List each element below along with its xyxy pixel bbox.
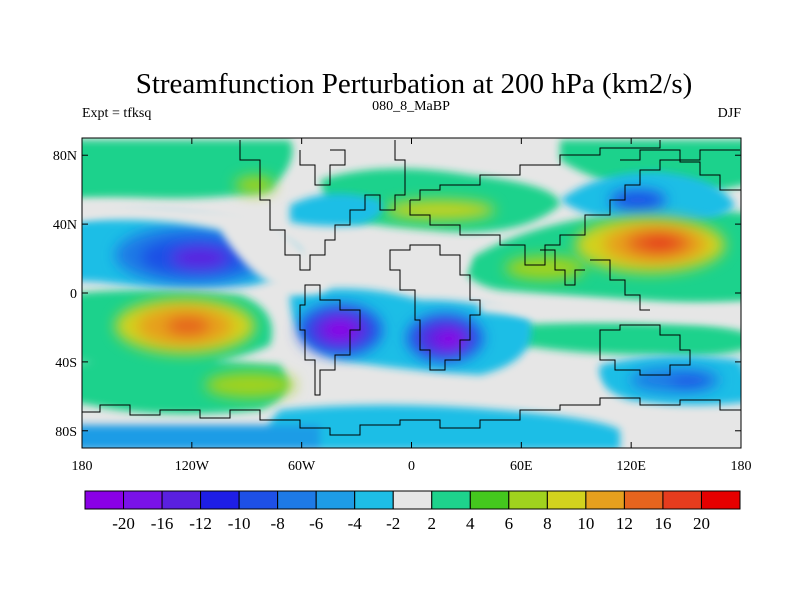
colorbar: -20 -16 -12 -10 -8 -6 -4 -2 2 4 6 8 10 12 16 20: [84, 490, 741, 533]
subtitle-center: 080_8_MaBP: [372, 99, 450, 114]
y-tick-label: 40S: [55, 356, 77, 371]
colorbar-swatch: [623, 490, 664, 510]
colorbar-swatch: [123, 490, 163, 510]
colorbar-label: 2: [428, 514, 437, 533]
field-shapes: [82, 140, 741, 448]
colorbar-label: 4: [466, 514, 475, 533]
y-tick-label: 40N: [53, 218, 77, 233]
colorbar-label: 20: [693, 514, 710, 533]
x-tick-label: 60E: [510, 459, 533, 474]
field-neutral-band-3: [480, 300, 741, 322]
colorbar-swatch: [546, 490, 587, 510]
field-patch-south-pacific-yellow: [205, 372, 295, 398]
coastline-australia: [599, 324, 691, 376]
colorbar-label: -6: [309, 514, 323, 533]
y-axis: 80N 40N 0 40S 80S: [53, 149, 741, 440]
colorbar-label: 6: [505, 514, 514, 533]
field-core-africa-3: [436, 331, 464, 349]
coastline-antarctica: [82, 397, 741, 436]
plot-area: [82, 138, 741, 448]
colorbar-swatch: [161, 490, 202, 510]
field-neutral-band-4: [526, 360, 600, 404]
coastline-europe-asia: [409, 140, 740, 266]
colorbar-swatch: [200, 490, 240, 510]
x-tick-label: 120W: [175, 459, 210, 474]
colorbar-label: -8: [271, 514, 285, 533]
colorbar-swatch: [469, 490, 510, 510]
x-tick-label: 0: [408, 459, 415, 474]
x-tick-label: 120E: [616, 459, 646, 474]
field-core-central-pacific-3: [172, 247, 228, 269]
x-tick-label: 180: [731, 459, 752, 474]
coastline-greenland: [299, 149, 346, 186]
field-band-south-indian: [520, 322, 741, 357]
colorbar-label: -10: [228, 514, 251, 533]
colorbar-swatch: [354, 490, 394, 510]
colorbar-label: 10: [577, 514, 594, 533]
colorbar-label: -4: [348, 514, 363, 533]
field-patch-north-atlantic-yellow: [385, 200, 495, 220]
field-core-north-asia: [610, 190, 666, 210]
colorbar-swatch: [662, 490, 702, 510]
colorbar-swatch: [508, 490, 548, 510]
colorbar-swatch: [585, 490, 625, 510]
field-high-south-pacific-3: [166, 316, 210, 336]
coastline-southeast-asia: [590, 259, 650, 311]
field-core-atlantic-3: [324, 320, 356, 340]
subtitle-left: Expt = tfksq: [82, 106, 151, 121]
coastline-north-asia: [620, 149, 741, 191]
chart-title: Streamfunction Perturbation at 200 hPa (…: [136, 68, 693, 100]
colorbar-swatch: [392, 490, 433, 510]
y-tick-label: 80N: [53, 149, 77, 164]
colorbar-swatch: [238, 490, 279, 510]
y-tick-label: 0: [70, 287, 77, 302]
field-core-south-indian-2: [670, 376, 710, 388]
colorbar-swatch: [431, 490, 471, 510]
coastline-south-america: [299, 284, 361, 396]
colorbar-swatch: [277, 490, 317, 510]
field-patch-north-pacific-yellow: [235, 176, 275, 194]
colorbar-label: -12: [189, 514, 212, 533]
colorbar-label: -16: [151, 514, 174, 533]
colorbar-label: 16: [654, 514, 671, 533]
colorbar-swatch: [700, 490, 741, 510]
colorbar-label: 8: [543, 514, 552, 533]
x-tick-label: 60W: [288, 459, 316, 474]
coastlines: [82, 140, 741, 436]
colorbar-swatch: [315, 490, 356, 510]
colorbar-label: 12: [616, 514, 633, 533]
field-low-southwest: [82, 425, 320, 448]
field-neutral-band-1: [82, 201, 330, 295]
coastline-africa: [389, 244, 481, 371]
colorbar-label: -20: [112, 514, 135, 533]
subtitle-right: DJF: [718, 106, 742, 121]
x-axis: 180 120W 60W 0 60E 120E 180: [72, 138, 752, 474]
coastline-india: [540, 249, 585, 286]
field-low-north-america: [290, 193, 383, 226]
field-neutral-band-2: [360, 245, 472, 290]
coastline-north-america: [239, 140, 406, 271]
field-high-west-pacific-4: [644, 236, 676, 250]
x-tick-label: 180: [72, 459, 93, 474]
colorbar-label: -2: [386, 514, 400, 533]
y-tick-label: 80S: [55, 425, 77, 440]
colorbar-swatch: [84, 490, 125, 510]
